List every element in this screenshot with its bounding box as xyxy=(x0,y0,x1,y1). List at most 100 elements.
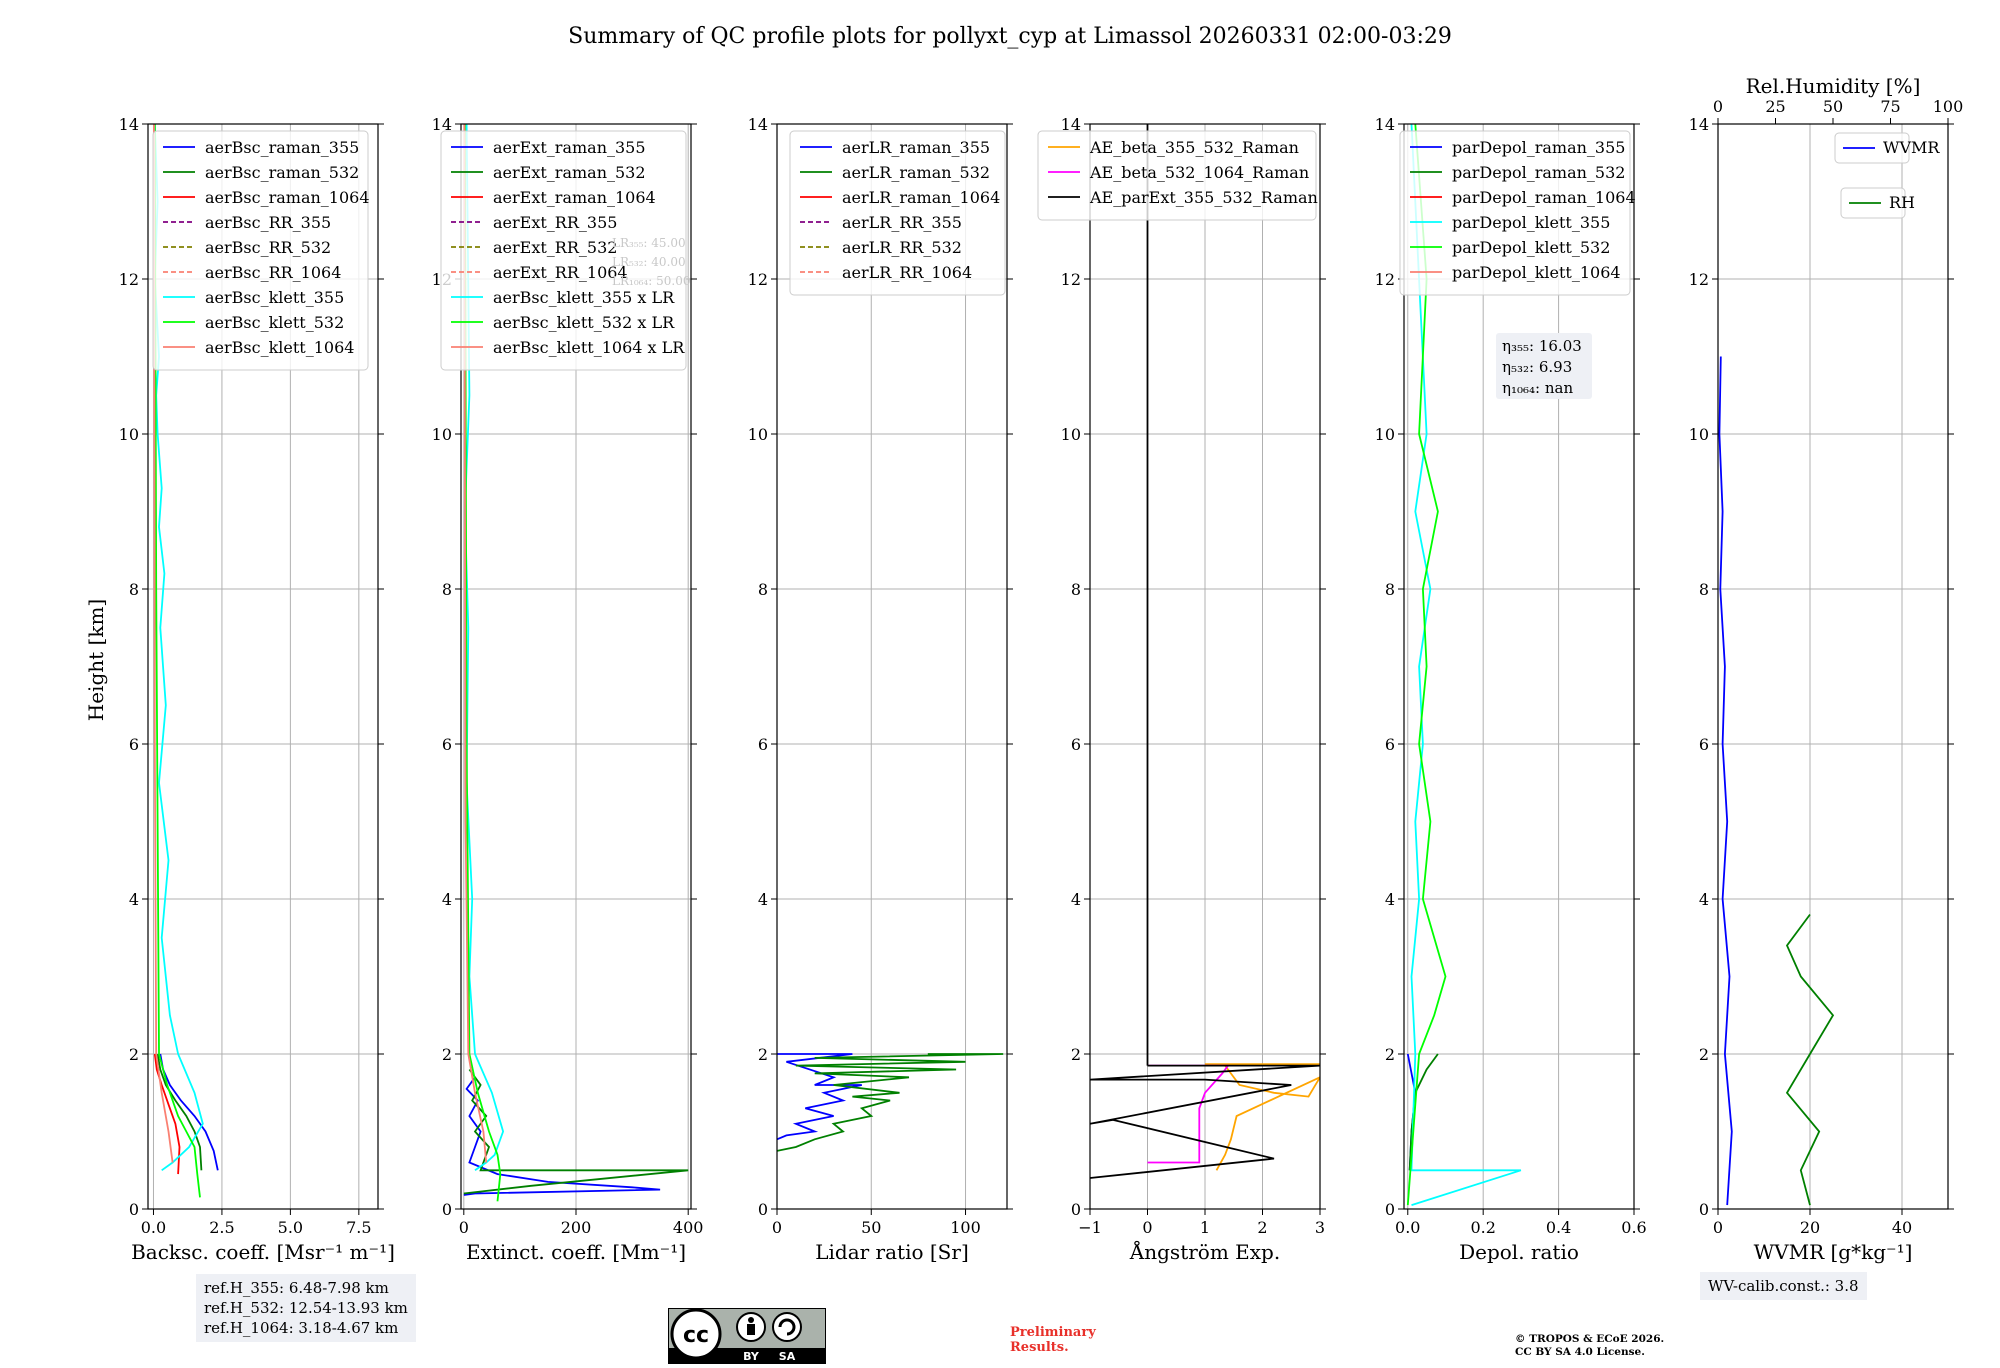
eta-note: η₅₃₂: 6.93 xyxy=(1502,358,1572,376)
legend-label: aerBsc_klett_355 xyxy=(205,288,344,307)
series-parDepol_klett_355 xyxy=(1410,124,1522,1206)
y-tick-label: 8 xyxy=(1385,580,1395,599)
x-tick-label: 100 xyxy=(950,1218,981,1237)
x-axis-label: Ångström Exp. xyxy=(1129,1239,1280,1264)
y-tick-label: 12 xyxy=(748,270,768,289)
series-aerBsc_raman_532 xyxy=(156,1053,203,1171)
series-aerLR_raman_532 xyxy=(777,1053,1004,1152)
y-tick-label: 4 xyxy=(758,890,768,909)
y-tick-label: 4 xyxy=(129,890,139,909)
y-tick-label: 0 xyxy=(129,1200,139,1219)
y-tick-label: 14 xyxy=(748,115,768,134)
legend-label: aerLR_RR_532 xyxy=(842,238,962,257)
y-tick-label: 2 xyxy=(1071,1045,1081,1064)
series-aerExt_raman_355 xyxy=(463,1076,661,1196)
series-aerBsc_klett_1064 xyxy=(153,124,174,1163)
cc-license-badge: cc BY SA xyxy=(667,1307,827,1365)
series-aerBsc_klett_532 xyxy=(153,124,201,1198)
y-tick-label: 0 xyxy=(442,1200,452,1219)
svg-text:SA: SA xyxy=(779,1350,796,1363)
y-tick-label: 8 xyxy=(1699,580,1709,599)
x-tick-label: 5.0 xyxy=(278,1218,303,1237)
x-axis-label: Extinct. coeff. [Mm⁻¹] xyxy=(466,1240,686,1264)
x2-tick-label: 25 xyxy=(1765,97,1785,116)
legend-box xyxy=(152,130,369,371)
eta-box xyxy=(1496,333,1592,399)
legend-label: AE_parExt_355_532_Raman xyxy=(1089,188,1318,207)
y-tick-label: 2 xyxy=(442,1045,452,1064)
y-tick-label: 6 xyxy=(1071,735,1081,754)
panel-backscatter: 0.0 2.5 5.0 7.5 0 2 4 6 8 10 12 14 Backsc. coeff. [M… xyxy=(119,115,395,1264)
x-tick-label: 2 xyxy=(1257,1218,1267,1237)
y-tick-label: 14 xyxy=(1375,115,1395,134)
lr-note: LR₁₀₆₄: 50.00 xyxy=(612,274,690,288)
x-tick-label: 0 xyxy=(459,1218,469,1237)
y-tick-label: 0 xyxy=(1699,1200,1709,1219)
legend-label: aerBsc_RR_532 xyxy=(205,238,331,257)
legend-label: aerBsc_klett_355 x LR xyxy=(493,288,675,307)
legend-label: aerBsc_klett_532 x LR xyxy=(493,313,675,332)
y-tick-label: 4 xyxy=(1385,890,1395,909)
y-tick-label: 2 xyxy=(1699,1045,1709,1064)
x-axis-label: Depol. ratio xyxy=(1459,1240,1579,1264)
y-tick-label: 8 xyxy=(442,580,452,599)
eta-note: η₃₅₅: 16.03 xyxy=(1502,337,1582,355)
x-tick-label: 0.0 xyxy=(141,1218,166,1237)
x-tick-label: 7.5 xyxy=(346,1218,371,1237)
x-axis-label: WVMR [g*kg⁻¹] xyxy=(1754,1240,1913,1264)
legend-label: RH xyxy=(1889,193,1915,212)
x-tick-label: 1 xyxy=(1200,1218,1210,1237)
y-tick-label: 10 xyxy=(119,425,139,444)
legend-label: aerExt_RR_1064 xyxy=(493,263,628,282)
legend-label: aerExt_RR_532 xyxy=(493,238,617,257)
x-tick-label: −1 xyxy=(1078,1218,1102,1237)
ref-height-1064: ref.H_1064: 3.18-4.67 km xyxy=(204,1319,399,1337)
panel-water_vapor: 0 20 40 0 2 4 6 8 10 12 14 WVMR [g*kg⁻¹] WVMR RH 0 25 50… xyxy=(1689,74,1964,1264)
legend: aerExt_raman_355 aerExt_raman_532 aerExt_r… xyxy=(440,130,687,371)
preliminary-note: Preliminary Results. xyxy=(1010,1325,1096,1355)
y-tick-label: 6 xyxy=(1385,735,1395,754)
x-tick-label: 400 xyxy=(673,1218,704,1237)
series-RH xyxy=(1785,913,1835,1206)
y-tick-label: 10 xyxy=(1689,425,1709,444)
series-aerLR_raman_355 xyxy=(777,1053,862,1141)
cc-logo-icon xyxy=(670,1308,722,1360)
legend-label: parDepol_raman_1064 xyxy=(1452,188,1636,207)
legend-label: aerBsc_raman_1064 xyxy=(205,188,370,207)
y-tick-label: 2 xyxy=(1385,1045,1395,1064)
series-group xyxy=(1718,356,1835,1206)
y-tick-label: 12 xyxy=(1375,270,1395,289)
x-tick-label: 2.5 xyxy=(209,1218,234,1237)
lr-note: LR₃₅₅: 45.00 xyxy=(612,236,686,250)
y-tick-label: 14 xyxy=(1061,115,1081,134)
y-tick-label: 0 xyxy=(1385,1200,1395,1219)
copyright-note: © TROPOS & ECoE 2026. CC BY SA 4.0 Licen… xyxy=(1515,1333,1665,1358)
ref-height-532: ref.H_532: 12.54-13.93 km xyxy=(204,1299,408,1317)
series-aerBsc_raman_355 xyxy=(159,1053,219,1171)
legend-box xyxy=(1037,130,1317,221)
legend-label: aerBsc_klett_1064 x LR xyxy=(493,338,685,357)
x-tick-label: 40 xyxy=(1892,1218,1912,1237)
series-group xyxy=(1406,124,1522,1206)
x-tick-label: 0.2 xyxy=(1470,1218,1495,1237)
legend-label: parDepol_klett_532 xyxy=(1452,238,1610,257)
legend-label: parDepol_raman_532 xyxy=(1452,163,1625,182)
legend-label: aerBsc_raman_355 xyxy=(205,138,359,157)
x-tick-label: 0 xyxy=(1142,1218,1152,1237)
legend-label: parDepol_klett_355 xyxy=(1452,213,1610,232)
legend-label: aerExt_RR_355 xyxy=(493,213,617,232)
y-tick-label: 0 xyxy=(758,1200,768,1219)
legend-label: aerExt_raman_532 xyxy=(493,163,646,182)
y-axis-label: Height [km] xyxy=(84,599,108,721)
x2-tick-label: 75 xyxy=(1880,97,1900,116)
x-tick-label: 50 xyxy=(861,1218,881,1237)
figure-title: Summary of QC profile plots for pollyxt_… xyxy=(568,24,1452,49)
series-aerBsc_klett_1064 x LR xyxy=(463,124,488,1163)
legend-label: WVMR xyxy=(1883,138,1940,157)
lr-note: LR₅₃₂: 40.00 xyxy=(612,255,686,269)
x-tick-label: 0.4 xyxy=(1546,1218,1571,1237)
axes-frame xyxy=(1403,123,1635,1210)
y-tick-label: 8 xyxy=(1071,580,1081,599)
legend-label: aerBsc_RR_355 xyxy=(205,213,331,232)
